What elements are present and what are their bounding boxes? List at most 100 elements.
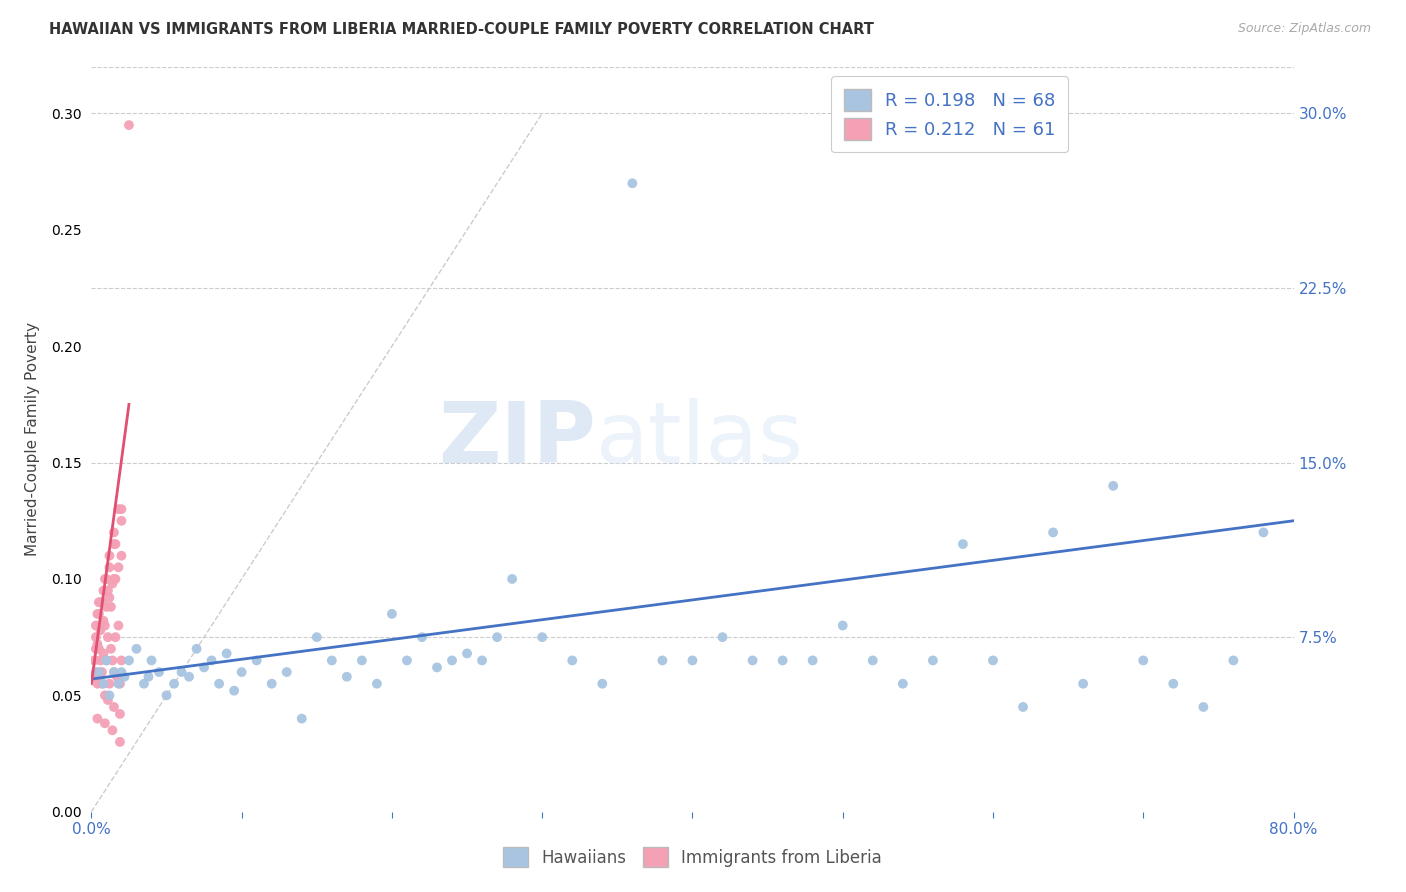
Point (98, 676, 121, 690)
Point (89, 653, 111, 667)
Point (305, 630, 328, 644)
Point (86, 676, 108, 690)
Point (321, 653, 343, 667)
Point (148, 665, 170, 679)
Point (94, 572, 117, 586)
Point (193, 660, 215, 674)
Point (97, 630, 120, 644)
Text: Source: ZipAtlas.com: Source: ZipAtlas.com (1237, 22, 1371, 36)
Point (104, 630, 127, 644)
Point (108, 735, 131, 749)
Point (395, 653, 418, 667)
Point (86, 712, 108, 726)
Point (1192, 700, 1215, 714)
Point (94, 716, 117, 731)
Point (681, 653, 703, 667)
Point (97, 583, 120, 598)
Point (104, 537, 127, 551)
Point (94, 618, 117, 632)
Point (1012, 700, 1035, 714)
Point (100, 641, 122, 656)
Point (98, 549, 121, 563)
Point (651, 653, 673, 667)
Point (1042, 525, 1064, 540)
Point (486, 630, 509, 644)
Point (108, 706, 131, 721)
Point (87, 595, 110, 609)
Point (110, 514, 132, 528)
Point (96, 653, 118, 667)
Point (93, 647, 115, 661)
Point (891, 676, 914, 690)
Text: ZIP: ZIP (439, 398, 596, 481)
Point (215, 647, 238, 661)
Point (107, 502, 129, 516)
Point (561, 653, 583, 667)
Point (186, 641, 208, 656)
Point (84, 618, 107, 632)
Point (89, 623, 111, 637)
Point (100, 599, 122, 614)
Point (107, 560, 129, 574)
Point (772, 653, 794, 667)
Point (84, 641, 107, 656)
Point (105, 670, 128, 684)
Point (98, 689, 121, 703)
Point (93, 676, 115, 690)
Point (350, 653, 373, 667)
Point (163, 676, 186, 690)
Point (83, 670, 105, 684)
Point (621, 176, 644, 190)
Point (98, 591, 121, 605)
Point (471, 653, 494, 667)
Point (1253, 525, 1275, 540)
Point (1102, 479, 1125, 493)
Point (90, 665, 112, 679)
Point (411, 630, 433, 644)
Point (201, 653, 224, 667)
Point (440, 653, 463, 667)
Point (531, 630, 554, 644)
Point (118, 118, 141, 132)
Text: atlas: atlas (596, 398, 804, 481)
Point (83, 653, 105, 667)
Point (426, 660, 449, 674)
Point (224, 683, 246, 698)
Point (981, 653, 1004, 667)
Point (101, 576, 124, 591)
Point (260, 676, 283, 690)
Point (114, 670, 136, 684)
Legend: Hawaiians, Immigrants from Liberia: Hawaiians, Immigrants from Liberia (496, 840, 889, 874)
Point (93, 614, 115, 628)
Point (1222, 653, 1244, 667)
Point (801, 653, 824, 667)
Point (90, 676, 112, 690)
Point (366, 676, 388, 690)
Point (125, 641, 148, 656)
Point (96, 572, 118, 586)
Point (501, 572, 523, 586)
Point (132, 676, 155, 690)
Point (922, 653, 945, 667)
Point (103, 700, 125, 714)
Point (107, 676, 129, 690)
Point (138, 670, 160, 684)
Point (155, 689, 177, 703)
Point (456, 647, 478, 661)
Point (107, 618, 129, 632)
Point (96, 599, 118, 614)
Point (97, 693, 120, 707)
Point (89, 595, 111, 609)
Point (86, 607, 108, 621)
Point (141, 653, 163, 667)
Point (231, 665, 253, 679)
Point (118, 653, 141, 667)
Point (103, 665, 125, 679)
Point (110, 502, 132, 516)
Point (591, 676, 613, 690)
Point (208, 676, 231, 690)
Point (336, 670, 359, 684)
Point (84, 665, 107, 679)
Point (862, 653, 884, 667)
Point (103, 665, 125, 679)
